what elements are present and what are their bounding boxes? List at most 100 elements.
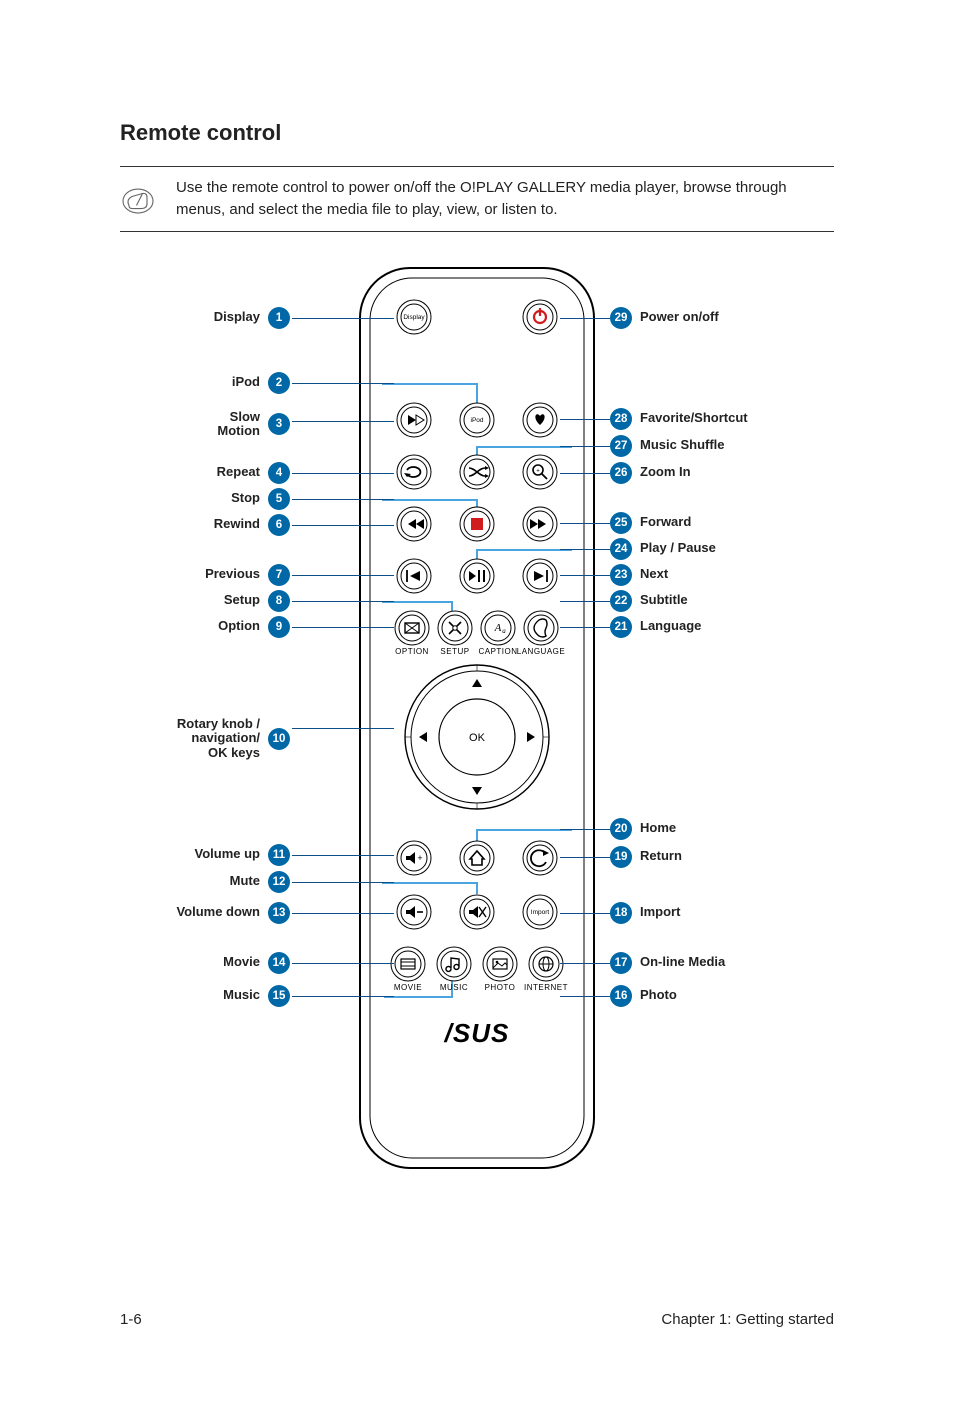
- remote-diagram: Display iPod +: [120, 262, 834, 1222]
- label-text-4: Repeat: [217, 465, 260, 480]
- label-text-9: Option: [218, 619, 260, 634]
- svg-text:A: A: [494, 622, 502, 634]
- label-text-5: Stop: [231, 491, 260, 506]
- leader-right-21: [560, 627, 610, 628]
- label-21: 21 Language: [610, 616, 701, 638]
- svg-text:a: a: [502, 627, 506, 635]
- label-text-11: Volume up: [195, 847, 260, 862]
- label-text-17: On-line Media: [640, 955, 725, 970]
- page-footer: 1-6 Chapter 1: Getting started: [120, 1311, 834, 1328]
- leader-right-27: [560, 446, 610, 447]
- label-text-29: Power on/off: [640, 310, 719, 325]
- callout-bullet-3: 3: [268, 413, 290, 435]
- leader-left-8: [292, 601, 394, 602]
- label-7: Previous7: [205, 564, 290, 586]
- callout-bullet-29: 29: [610, 307, 632, 329]
- leader-right-19: [560, 857, 610, 858]
- remote-illustration: Display iPod +: [352, 262, 602, 1182]
- callout-bullet-10: 10: [268, 728, 290, 750]
- label-20: 20Home: [610, 818, 676, 840]
- label-4: Repeat4: [217, 462, 290, 484]
- leader-right-18: [560, 913, 610, 914]
- svg-text:CAPTION: CAPTION: [478, 647, 517, 656]
- label-10: Rotary knob / navigation/ OK keys10: [177, 717, 290, 762]
- label-14: Movie 14: [223, 952, 290, 974]
- divider-top: [120, 166, 834, 167]
- svg-text:iPod: iPod: [470, 417, 483, 424]
- leader-right-23: [560, 575, 610, 576]
- section-title: Remote control: [120, 120, 834, 146]
- label-27: 27 Music Shuffle: [610, 435, 725, 457]
- note-row: Use the remote control to power on/off t…: [120, 177, 834, 221]
- svg-text:Display: Display: [403, 314, 425, 321]
- callout-bullet-11: 11: [268, 844, 290, 866]
- callout-bullet-9: 9: [268, 616, 290, 638]
- label-text-13: Volume down: [176, 905, 260, 920]
- callout-bullet-2: 2: [268, 372, 290, 394]
- leader-left-15: [292, 996, 394, 997]
- leader-left-10: [292, 728, 394, 729]
- label-13: Volume down13: [176, 902, 290, 924]
- leader-right-16: [560, 996, 610, 997]
- leader-left-5: [292, 499, 394, 500]
- svg-text:PHOTO: PHOTO: [485, 983, 516, 992]
- label-text-14: Movie: [223, 955, 260, 970]
- label-text-15: Music: [223, 988, 260, 1003]
- svg-text:OPTION: OPTION: [395, 647, 429, 656]
- callout-bullet-16: 16: [610, 985, 632, 1007]
- label-text-18: Import: [640, 905, 680, 920]
- label-text-2: iPod: [232, 375, 260, 390]
- callout-bullet-27: 27: [610, 435, 632, 457]
- leader-right-26: [560, 473, 610, 474]
- label-8: Setup8: [224, 590, 290, 612]
- svg-text:Import: Import: [531, 909, 550, 916]
- svg-text:MUSIC: MUSIC: [440, 983, 468, 992]
- label-text-6: Rewind: [214, 517, 260, 532]
- leader-left-2: [292, 383, 394, 384]
- svg-text:SETUP: SETUP: [440, 647, 469, 656]
- leader-left-13: [292, 913, 394, 914]
- label-text-24: Play / Pause: [640, 541, 716, 556]
- leader-left-12: [292, 882, 394, 883]
- callout-bullet-25: 25: [610, 512, 632, 534]
- label-17: 17On-line Media: [610, 952, 725, 974]
- callout-bullet-7: 7: [268, 564, 290, 586]
- callout-bullet-21: 21: [610, 616, 632, 638]
- callout-bullet-14: 14: [268, 952, 290, 974]
- label-12: Mute12: [230, 871, 290, 893]
- label-2: iPod 2: [232, 372, 290, 394]
- svg-text:OK: OK: [469, 732, 486, 744]
- divider-bottom: [120, 231, 834, 232]
- leader-right-29: [560, 318, 610, 319]
- label-text-21: Language: [640, 619, 701, 634]
- svg-text:MOVIE: MOVIE: [394, 983, 422, 992]
- callout-bullet-8: 8: [268, 590, 290, 612]
- leader-right-22: [560, 601, 610, 602]
- leader-left-11: [292, 855, 394, 856]
- leader-right-28: [560, 419, 610, 420]
- leader-right-20: [560, 829, 610, 830]
- callout-bullet-15: 15: [268, 985, 290, 1007]
- label-5: Stop 5: [231, 488, 290, 510]
- label-15: Music 15: [223, 985, 290, 1007]
- leader-left-9: [292, 627, 394, 628]
- callout-bullet-12: 12: [268, 871, 290, 893]
- svg-text:INTERNET: INTERNET: [524, 983, 568, 992]
- leader-left-14: [292, 963, 394, 964]
- callout-bullet-18: 18: [610, 902, 632, 924]
- label-24: 24 Play / Pause: [610, 538, 716, 560]
- label-text-27: Music Shuffle: [640, 438, 725, 453]
- callout-bullet-6: 6: [268, 514, 290, 536]
- leader-right-25: [560, 523, 610, 524]
- leader-left-7: [292, 575, 394, 576]
- callout-bullet-5: 5: [268, 488, 290, 510]
- label-29: 29 Power on/off: [610, 307, 719, 329]
- label-23: 23Next: [610, 564, 668, 586]
- label-text-20: Home: [640, 821, 676, 836]
- label-text-25: Forward: [640, 515, 691, 530]
- label-18: 18 Import: [610, 902, 680, 924]
- callout-bullet-24: 24: [610, 538, 632, 560]
- chapter-label: Chapter 1: Getting started: [661, 1311, 834, 1328]
- callout-bullet-1: 1: [268, 307, 290, 329]
- label-text-19: Return: [640, 849, 682, 864]
